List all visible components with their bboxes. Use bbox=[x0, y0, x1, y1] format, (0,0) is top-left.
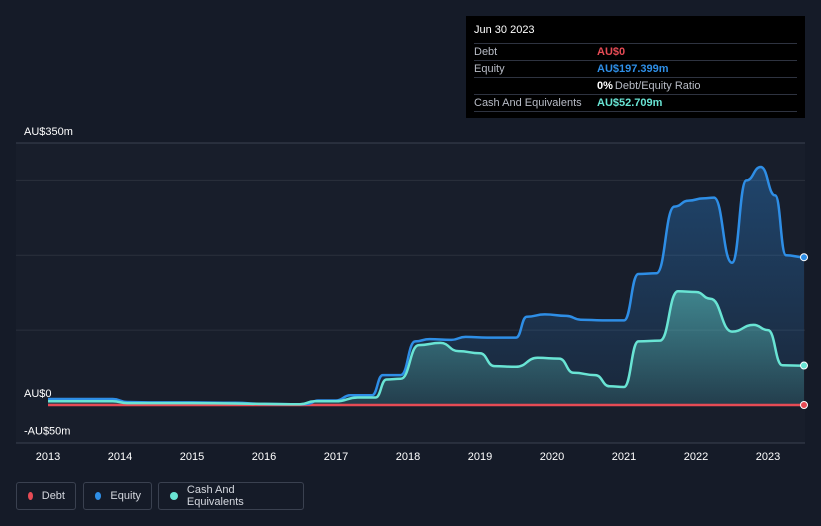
tooltip-label: Debt bbox=[474, 46, 498, 58]
data-tooltip: Jun 30 2023 Debt AU$0 Equity AU$197.399m… bbox=[466, 16, 805, 118]
x-tick-label: 2022 bbox=[684, 451, 708, 463]
cash-legend-dot-icon bbox=[170, 492, 178, 500]
cash-and-equivalents-line bbox=[47, 289, 805, 406]
series-layer bbox=[47, 165, 808, 409]
y-axis-label: -AU$50m bbox=[24, 425, 70, 437]
tooltip-row-ratio: 0% Debt/Equity Ratio bbox=[474, 77, 797, 94]
x-tick-label: 2013 bbox=[36, 451, 60, 463]
y-axis-label: AU$350m bbox=[24, 126, 73, 138]
legend-label: Debt bbox=[41, 490, 65, 502]
x-tick-labels: 2013 2014 2015 2016 2017 2018 2019 2020 2021 2022… bbox=[36, 451, 780, 463]
x-tick-label: 2014 bbox=[108, 451, 132, 463]
tooltip-row-equity: Equity AU$197.399m bbox=[474, 60, 797, 77]
legend-label: Equity bbox=[110, 490, 141, 502]
debt-endpoint[interactable] bbox=[800, 401, 808, 409]
x-tick-label: 2017 bbox=[324, 451, 348, 463]
x-tick-label: 2023 bbox=[756, 451, 780, 463]
tooltip-value: AU$0 bbox=[597, 46, 626, 58]
equity-endpoint[interactable] bbox=[800, 253, 808, 262]
debt-legend-dot-icon bbox=[28, 492, 33, 500]
tooltip-label: Cash And Equivalents bbox=[474, 97, 582, 109]
legend-item-debt[interactable]: Debt bbox=[16, 482, 76, 510]
legend-item-cash[interactable]: Cash And Equivalents bbox=[158, 482, 304, 510]
equity-legend-dot-icon bbox=[95, 492, 102, 500]
equity-area bbox=[48, 167, 804, 405]
cash-and-equivalents-area bbox=[48, 291, 804, 405]
tooltip-row-debt: Debt AU$0 bbox=[474, 43, 797, 60]
x-tick-label: 2020 bbox=[540, 451, 564, 463]
tooltip-row-cash: Cash And Equivalents AU$52.709m bbox=[474, 94, 797, 112]
tooltip-value: AU$197.399m bbox=[597, 63, 669, 75]
tooltip-label: Equity bbox=[474, 63, 505, 75]
x-tick-label: 2018 bbox=[396, 451, 420, 463]
x-tick-label: 2015 bbox=[180, 451, 204, 463]
legend-label: Cash And Equivalents bbox=[186, 484, 244, 508]
x-tick-label: 2016 bbox=[252, 451, 276, 463]
y-axis-label: AU$0 bbox=[24, 388, 52, 400]
x-tick-label: 2019 bbox=[468, 451, 492, 463]
tooltip-value: 0% bbox=[597, 80, 613, 92]
axis-labels: AU$350m AU$0 -AU$50m bbox=[24, 126, 73, 437]
cash-and-equivalents-endpoint[interactable] bbox=[800, 361, 808, 370]
tooltip-date: Jun 30 2023 bbox=[474, 24, 535, 36]
tooltip-value: AU$52.709m bbox=[597, 97, 663, 109]
legend-item-equity[interactable]: Equity bbox=[83, 482, 152, 510]
x-tick-label: 2021 bbox=[612, 451, 636, 463]
tooltip-label bbox=[474, 78, 597, 94]
tooltip-ratio-label: Debt/Equity Ratio bbox=[614, 80, 701, 92]
